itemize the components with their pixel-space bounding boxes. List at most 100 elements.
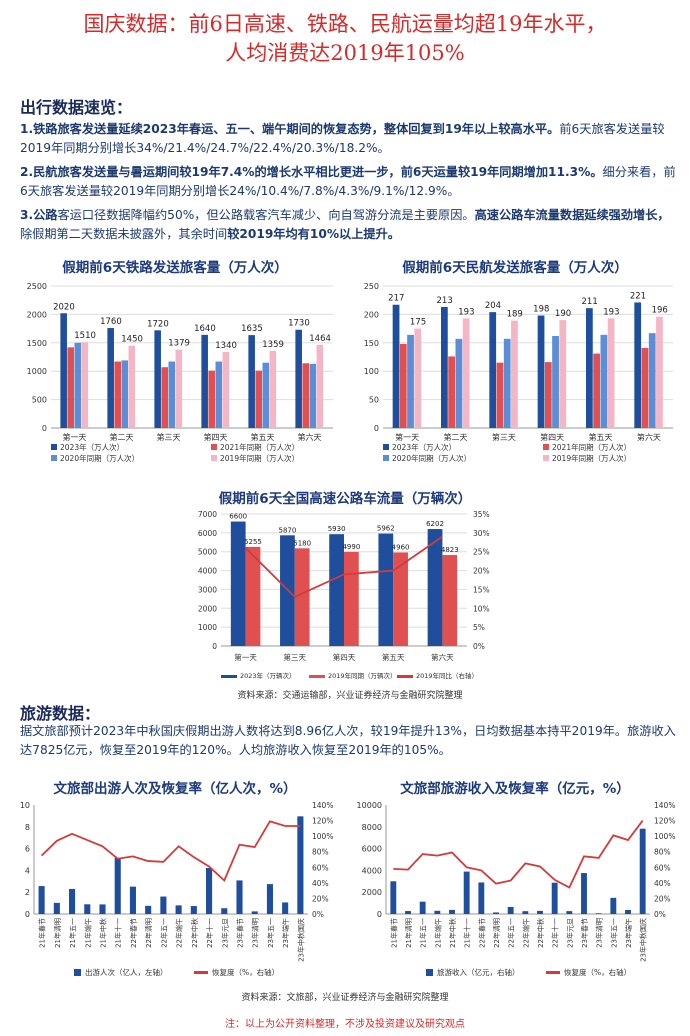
legend-swatch: [309, 675, 325, 678]
legend-label: 2023年（万辆次）: [240, 671, 296, 680]
y2-tick-label: 100%: [312, 832, 333, 841]
legend-label: 旅游收入（亿元，右轴）: [437, 967, 520, 977]
p2-rest: 细分来看，前6天旅客发送量较2019年同期分别增长24%/10.4%/7.8%/…: [20, 165, 676, 198]
bar: [544, 362, 552, 428]
data-label: 5930: [328, 525, 346, 533]
data-label: 1340: [215, 341, 237, 351]
data-label: 1760: [100, 317, 122, 327]
bar: [634, 302, 642, 428]
y-tick-label: 3000: [198, 585, 217, 594]
p3-b: 客运口径数据降幅约50%，但公路载客汽车减少、向自驾游分流是主要原因。: [57, 208, 475, 222]
bar: [69, 888, 76, 914]
data-label: 1730: [288, 319, 310, 329]
x-tick-label: 22年中秋: [536, 918, 545, 948]
bar: [175, 905, 182, 914]
paragraph-road: 3.公路客运口径数据降幅约50%，但公路载客汽车减少、向自驾游分流是主要原因。高…: [20, 206, 680, 243]
bar: [206, 868, 213, 914]
y2-tick-label: 100%: [654, 832, 675, 841]
y-tick-label: 50: [369, 396, 379, 405]
x-tick-label: 21年清明: [53, 918, 62, 948]
bar: [154, 330, 161, 428]
x-tick-label: 第五天: [251, 432, 275, 442]
x-tick-label: 21年春节: [38, 918, 47, 948]
x-tick-label: 21年中秋: [99, 918, 108, 948]
bar: [581, 873, 587, 914]
bar: [74, 342, 82, 428]
y-tick-label: 1500: [27, 339, 47, 348]
bar: [344, 551, 359, 646]
p3-a: 3.公路: [20, 208, 58, 222]
bar: [656, 316, 663, 428]
x-tick-label: 23年元旦: [565, 918, 574, 948]
bar: [551, 882, 558, 914]
y-tick-label: 250: [364, 282, 379, 291]
bar: [160, 896, 167, 914]
y-tick-label: 2: [25, 888, 30, 897]
bar: [107, 328, 114, 428]
y-tick-label: 0: [25, 910, 30, 919]
data-label: 6202: [426, 520, 444, 528]
bar: [221, 908, 228, 914]
y-tick-label: 2000: [27, 310, 47, 319]
bar: [121, 360, 129, 428]
source-transport: 资料来源：交通运输部，兴业证券经济与金融研究院整理: [237, 691, 463, 701]
legend-label: 2019年同期（万人次）: [552, 453, 631, 463]
y-tick-label: 1000: [27, 367, 47, 376]
x-tick-label: 23年中秋国庆: [639, 918, 648, 962]
bar: [316, 344, 324, 428]
y-tick-label: 8000: [362, 823, 382, 832]
y-tick-label: 8: [25, 823, 30, 832]
bar: [507, 906, 514, 914]
y2-tick-label: 0%: [312, 910, 324, 919]
legend-label: 2020年同期（万人次）: [392, 453, 471, 463]
x-tick-label: 22年五一: [159, 918, 168, 948]
bar: [302, 363, 309, 428]
bar: [266, 884, 273, 914]
x-tick-label: 第一天: [63, 432, 87, 442]
x-tick-label: 23年元旦: [220, 918, 229, 948]
p3-c: 高速公路车流量数据延续强劲增长，: [474, 208, 670, 222]
bar: [441, 307, 448, 428]
y2-tick-label: 0%: [654, 910, 666, 919]
data-label: 1640: [194, 324, 216, 334]
bar: [448, 356, 455, 428]
bar: [245, 546, 261, 646]
travel-heading: 出行数据速览：: [20, 98, 133, 117]
bar: [128, 345, 136, 428]
bar: [215, 361, 223, 428]
x-tick-label: 第六天: [637, 432, 661, 442]
bar: [537, 315, 545, 428]
legend-label: 2019年同比（右轴）: [416, 671, 478, 680]
chart4-title: 文旅部出游人次及恢复率（亿人次，%）: [53, 781, 297, 797]
x-tick-label: 21年清明: [404, 918, 413, 948]
x-tick-label: 第五天: [382, 652, 405, 662]
chart3-title: 假期前6天全国高速公路车流量（万辆次）: [218, 491, 472, 507]
legend-label: 恢复度（%，右轴）: [212, 967, 279, 977]
data-label: 1450: [121, 335, 143, 345]
bar: [230, 521, 246, 646]
y2-tick-label: 80%: [312, 848, 329, 857]
x-tick-label: 23年春节: [236, 918, 245, 948]
bar: [255, 370, 262, 428]
tour-heading: 旅游数据：: [20, 704, 101, 723]
x-tick-label: 22年十一: [551, 918, 560, 948]
data-label: 217: [388, 294, 404, 304]
data-label: 5962: [377, 525, 395, 533]
bar: [222, 351, 230, 428]
bar: [269, 350, 277, 428]
x-tick-label: 21年十一: [114, 918, 123, 948]
x-tick-label: 第一天: [234, 652, 257, 662]
data-label: 204: [485, 301, 501, 311]
bar: [201, 334, 208, 428]
legend-swatch: [51, 444, 57, 450]
bar: [297, 816, 304, 914]
rail-chart: 0 500 1000 1500 2000 2500 2020 1510 第一天 1760 1450 第…: [27, 282, 333, 463]
bar: [145, 905, 152, 914]
legend-label: 2020年同期（万人次）: [60, 453, 139, 463]
y2-tick-label: 40%: [312, 879, 329, 888]
y2-tick-label: 30%: [473, 529, 490, 538]
data-label: 1720: [147, 319, 169, 329]
bar: [99, 904, 106, 914]
x-tick-label: 第五天: [589, 432, 613, 442]
